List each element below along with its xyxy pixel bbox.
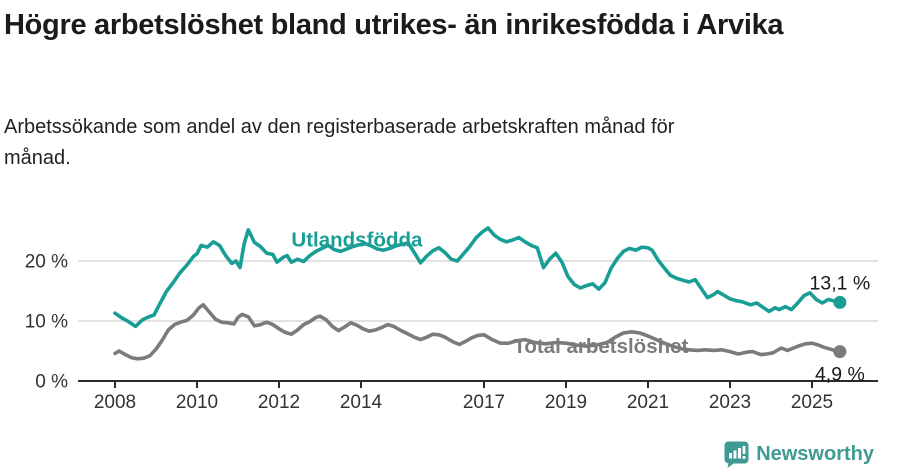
x-tick-label: 2017 xyxy=(463,392,505,413)
newsworthy-logo-icon xyxy=(724,441,749,468)
series-name-label: Utlandsfödda xyxy=(291,229,423,252)
y-tick-label: 0 % xyxy=(35,372,68,393)
series-line-utlandsf-dda xyxy=(113,226,842,329)
x-tick-label: 2012 xyxy=(258,392,300,413)
x-axis: 2008 2010 2012 2014 2017 2019 2021 2023 2025 xyxy=(78,380,878,413)
annotations: 13,1 % 4,9 % Utlandsfödda Total arbetslöshe… xyxy=(291,229,870,386)
page-title: Högre arbetslöshet bland utrikes- än inr… xyxy=(4,9,784,41)
y-tick-label: 10 % xyxy=(25,312,68,333)
series-line-total-arbetsl-shet xyxy=(113,302,842,361)
x-tick-label: 2021 xyxy=(627,392,669,413)
x-tick-label: 2010 xyxy=(176,392,218,413)
series-end-dots xyxy=(833,295,847,359)
brand-footer: Newsworthy xyxy=(724,441,874,468)
x-tick-label: 2008 xyxy=(94,392,136,413)
x-tick-label: 2014 xyxy=(340,392,383,413)
series-end-dot xyxy=(833,345,847,359)
series-lines xyxy=(113,226,842,361)
y-tick-label: 20 % xyxy=(25,252,68,273)
y-axis-labels: 0 % 10 % 20 % xyxy=(25,252,68,393)
x-tick-label: 2019 xyxy=(545,392,587,413)
end-value-label: 13,1 % xyxy=(810,272,871,294)
end-value-label: 4,9 % xyxy=(815,364,865,386)
gridlines xyxy=(78,260,878,322)
series-end-dot xyxy=(833,295,847,309)
x-tick-label: 2025 xyxy=(791,392,833,413)
series-name-label: Total arbetslöshet xyxy=(513,335,688,358)
page-subtitle: Arbetssökande som andel av den registerb… xyxy=(4,116,675,169)
x-tick-label: 2023 xyxy=(709,392,751,413)
brand-name: Newsworthy xyxy=(756,443,874,465)
